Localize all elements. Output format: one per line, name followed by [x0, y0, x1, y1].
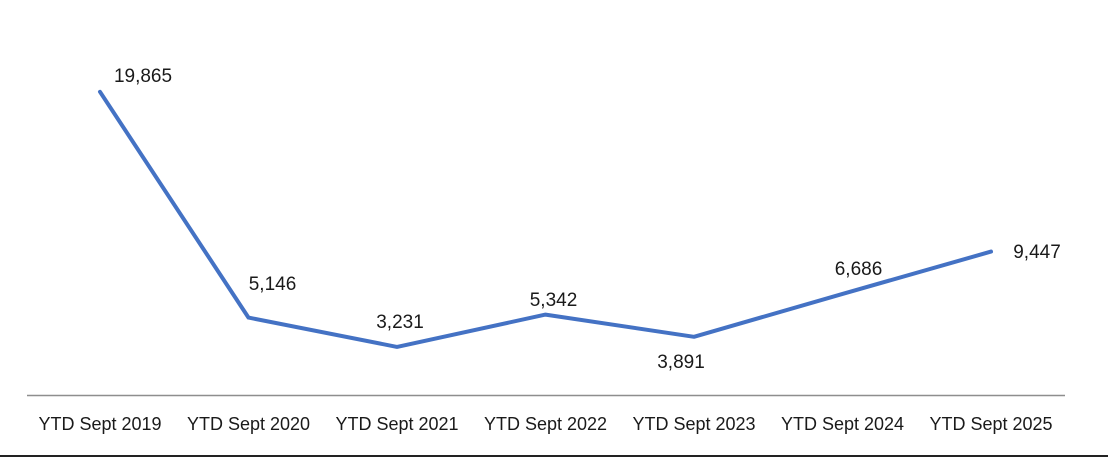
- data-label: 6,686: [834, 258, 883, 280]
- data-label: 9,447: [1013, 241, 1061, 263]
- x-axis-tick-label: YTD Sept 2021: [335, 414, 459, 434]
- data-label: 19,865: [113, 65, 173, 87]
- data-label: 3,231: [376, 311, 424, 333]
- x-axis-tick-label: YTD Sept 2022: [483, 414, 608, 434]
- x-axis-tick-label: YTD Sept 2023: [632, 414, 756, 434]
- data-label: 5,342: [529, 289, 578, 311]
- x-axis-tick-label: YTD Sept 2020: [186, 414, 311, 434]
- data-label: 3,891: [657, 351, 705, 373]
- x-axis-tick-label: YTD Sept 2024: [780, 414, 905, 434]
- x-axis-tick-label: YTD Sept 2025: [929, 414, 1053, 434]
- data-label: 5,146: [248, 273, 297, 295]
- x-axis-tick-label: YTD Sept 2019: [38, 414, 162, 434]
- bottom-border-line: [0, 455, 1108, 458]
- data-series-line: [98, 89, 993, 349]
